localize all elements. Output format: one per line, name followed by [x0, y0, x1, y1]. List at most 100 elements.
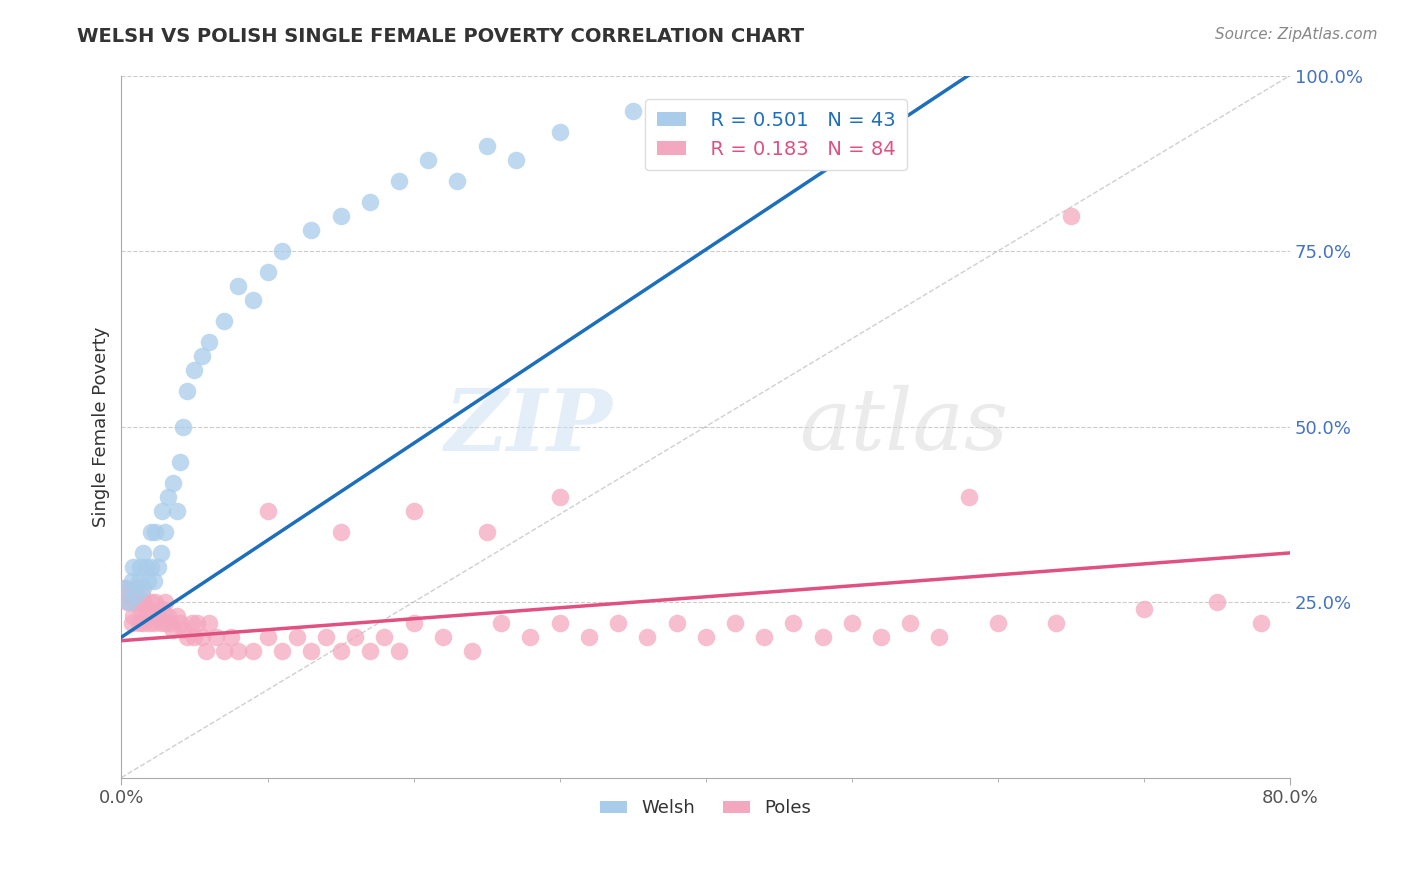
Point: [139, 524, 162, 539]
Point: [285, 630, 308, 644]
Point: [169, 616, 191, 631]
Text: ZIP: ZIP: [444, 384, 612, 468]
Point: [665, 616, 688, 631]
Point: [122, 560, 145, 574]
Point: [636, 630, 658, 644]
Point: [176, 630, 198, 644]
Point: [135, 609, 157, 624]
Text: WELSH VS POLISH SINGLE FEMALE POVERTY CORRELATION CHART: WELSH VS POLISH SINGLE FEMALE POVERTY CO…: [77, 27, 804, 45]
Point: [142, 616, 165, 631]
Point: [446, 174, 468, 188]
Point: [1206, 595, 1229, 609]
Point: [402, 616, 425, 631]
Point: [169, 455, 191, 469]
Point: [388, 174, 411, 188]
Point: [373, 630, 395, 644]
Text: Source: ZipAtlas.com: Source: ZipAtlas.com: [1215, 27, 1378, 42]
Point: [155, 524, 177, 539]
Point: [114, 581, 136, 595]
Point: [132, 581, 155, 595]
Point: [129, 602, 152, 616]
Point: [131, 588, 153, 602]
Point: [418, 153, 440, 167]
Point: [166, 609, 188, 624]
Point: [120, 595, 142, 609]
Point: [957, 490, 980, 504]
Point: [1250, 616, 1272, 631]
Point: [139, 595, 162, 609]
Point: [159, 616, 181, 631]
Point: [139, 560, 162, 574]
Point: [841, 616, 863, 631]
Point: [256, 504, 278, 518]
Point: [1133, 602, 1156, 616]
Point: [128, 616, 150, 631]
Point: [432, 630, 454, 644]
Point: [143, 595, 166, 609]
Point: [143, 524, 166, 539]
Point: [125, 595, 148, 609]
Point: [121, 616, 143, 631]
Point: [359, 194, 381, 209]
Point: [183, 630, 205, 644]
Point: [256, 265, 278, 279]
Point: [136, 602, 159, 616]
Point: [186, 616, 208, 631]
Point: [157, 609, 180, 624]
Point: [118, 595, 141, 609]
Point: [128, 574, 150, 588]
Point: [329, 644, 352, 658]
Point: [150, 504, 173, 518]
Point: [329, 209, 352, 223]
Point: [191, 349, 214, 363]
Y-axis label: Single Female Poverty: Single Female Poverty: [93, 326, 110, 527]
Point: [135, 560, 157, 574]
Point: [132, 616, 155, 631]
Point: [475, 524, 498, 539]
Point: [271, 244, 294, 258]
Point: [118, 588, 141, 602]
Point: [242, 293, 264, 308]
Point: [122, 609, 145, 624]
Text: atlas: atlas: [799, 385, 1008, 468]
Point: [149, 546, 172, 560]
Point: [505, 153, 527, 167]
Point: [150, 602, 173, 616]
Point: [157, 490, 180, 504]
Point: [166, 504, 188, 518]
Point: [475, 138, 498, 153]
Point: [226, 644, 249, 658]
Point: [132, 546, 155, 560]
Point: [138, 616, 160, 631]
Point: [461, 644, 484, 658]
Point: [607, 616, 630, 631]
Point: [162, 475, 184, 490]
Point: [256, 630, 278, 644]
Point: [752, 630, 775, 644]
Point: [782, 616, 804, 631]
Point: [315, 630, 337, 644]
Point: [136, 574, 159, 588]
Point: [811, 630, 834, 644]
Point: [344, 630, 367, 644]
Point: [226, 279, 249, 293]
Point: [388, 644, 411, 658]
Point: [132, 595, 155, 609]
Point: [172, 623, 194, 637]
Point: [1060, 209, 1083, 223]
Point: [329, 524, 352, 539]
Point: [180, 616, 202, 631]
Point: [191, 630, 214, 644]
Point: [212, 644, 235, 658]
Point: [142, 574, 165, 588]
Legend: Welsh, Poles: Welsh, Poles: [593, 792, 818, 825]
Point: [359, 644, 381, 658]
Point: [117, 595, 139, 609]
Point: [198, 616, 221, 631]
Point: [621, 103, 644, 118]
Point: [987, 616, 1010, 631]
Point: [125, 581, 148, 595]
Point: [402, 504, 425, 518]
Point: [172, 419, 194, 434]
Point: [162, 623, 184, 637]
